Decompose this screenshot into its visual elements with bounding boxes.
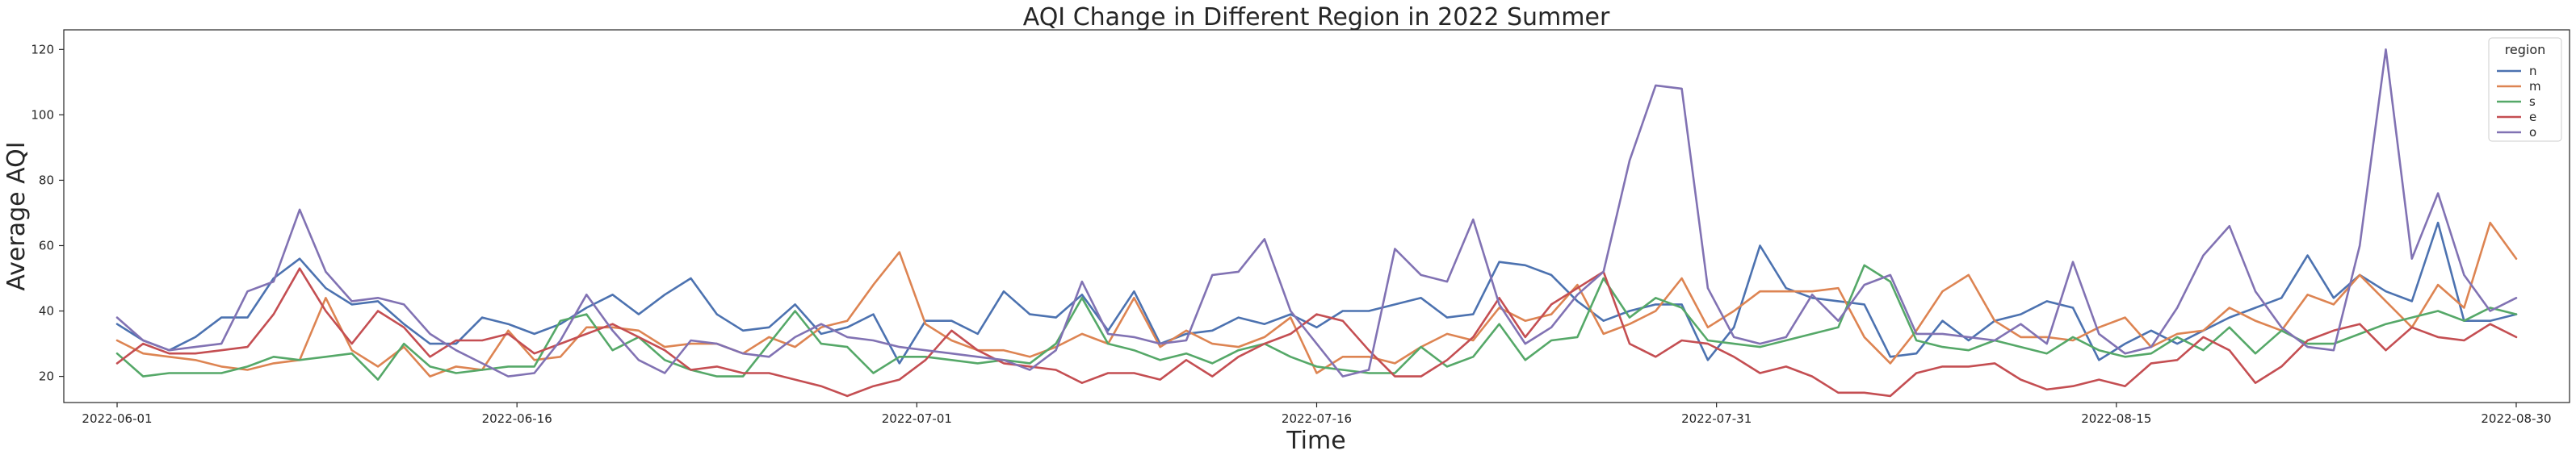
x-tick-label: 2022-08-30 <box>2481 411 2551 426</box>
series-lines <box>115 48 2518 398</box>
legend-label-n: n <box>2529 64 2537 78</box>
legend-label-e: e <box>2529 110 2536 124</box>
chart-title: AQI Change in Different Region in 2022 S… <box>1023 3 1610 31</box>
legend-label-s: s <box>2529 94 2536 109</box>
x-tick-label: 2022-07-16 <box>1282 411 1352 426</box>
legend-box <box>2488 37 2562 142</box>
x-axis-title: Time <box>1286 427 1345 455</box>
y-axis-title: Average AQI <box>2 141 31 290</box>
x-tick-label: 2022-07-31 <box>1681 411 1752 426</box>
x-axis: 2022-06-01 2022-06-16 2022-07-01 2022-07-16… <box>82 403 2552 426</box>
y-tick-label: 100 <box>31 107 54 122</box>
series-line-o <box>115 48 2518 378</box>
y-axis: 20 40 60 80 100 120 <box>31 42 64 384</box>
x-tick-label: 2022-07-01 <box>882 411 952 426</box>
x-tick-label: 2022-06-01 <box>82 411 152 426</box>
series-line-n <box>115 221 2518 365</box>
y-tick-label: 20 <box>39 369 54 384</box>
y-tick-label: 80 <box>39 173 54 187</box>
legend-label-o: o <box>2529 125 2536 140</box>
x-tick-label: 2022-08-15 <box>2081 411 2151 426</box>
y-tick-label: 60 <box>39 238 54 252</box>
series-line-s <box>115 264 2518 381</box>
series-line-e <box>115 267 2518 398</box>
y-tick-label: 40 <box>39 304 54 319</box>
legend-title: region <box>2505 42 2546 57</box>
series-line-m <box>115 221 2518 378</box>
legend-label-m: m <box>2529 79 2541 94</box>
x-tick-label: 2022-06-16 <box>482 411 552 426</box>
y-tick-label: 120 <box>31 42 54 56</box>
